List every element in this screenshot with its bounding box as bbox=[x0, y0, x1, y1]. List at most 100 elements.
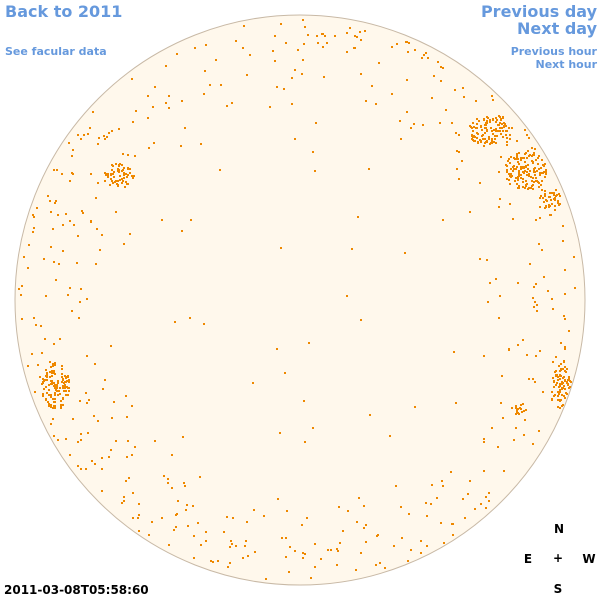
see-facular-data-link[interactable]: See facular data bbox=[5, 45, 107, 58]
facula-speck bbox=[557, 406, 559, 408]
facula-speck bbox=[491, 95, 493, 97]
facula-speck bbox=[304, 553, 306, 555]
facula-speck bbox=[560, 369, 562, 371]
facula-speck bbox=[518, 413, 520, 415]
facula-speck bbox=[517, 177, 519, 179]
facula-speck bbox=[515, 427, 517, 429]
facula-speck bbox=[67, 376, 69, 378]
facula-speck bbox=[525, 409, 527, 411]
facula-speck bbox=[456, 150, 458, 152]
facula-speck bbox=[365, 524, 367, 526]
facula-speck bbox=[533, 169, 535, 171]
facula-speck bbox=[502, 136, 504, 138]
facula-speck bbox=[486, 129, 488, 131]
facula-speck bbox=[148, 147, 150, 149]
facula-speck bbox=[518, 173, 520, 175]
facula-speck bbox=[365, 541, 367, 543]
facula-speck bbox=[495, 278, 497, 280]
facula-speck bbox=[518, 187, 520, 189]
facula-speck bbox=[488, 138, 490, 140]
facula-speck bbox=[113, 176, 115, 178]
facula-speck bbox=[194, 47, 196, 49]
facula-speck bbox=[544, 195, 546, 197]
facula-speck bbox=[559, 385, 561, 387]
facula-speck bbox=[283, 88, 285, 90]
next-hour-link[interactable]: Next hour bbox=[535, 58, 598, 71]
facula-speck bbox=[471, 138, 473, 140]
facula-speck bbox=[540, 184, 542, 186]
facula-speck bbox=[485, 124, 487, 126]
facula-speck bbox=[346, 32, 348, 34]
facula-speck bbox=[265, 578, 267, 580]
facula-speck bbox=[354, 35, 356, 37]
facula-speck bbox=[102, 388, 104, 390]
facula-speck bbox=[314, 543, 316, 545]
facula-speck bbox=[538, 168, 540, 170]
facula-speck bbox=[539, 174, 541, 176]
facula-speck bbox=[483, 438, 485, 440]
facula-speck bbox=[564, 348, 566, 350]
facula-speck bbox=[173, 529, 175, 531]
facula-speck bbox=[53, 405, 55, 407]
facula-speck bbox=[62, 385, 64, 387]
facula-speck bbox=[316, 35, 318, 37]
back-to-year-link[interactable]: Back to 2011 bbox=[5, 2, 123, 21]
facula-speck bbox=[131, 78, 133, 80]
facula-speck bbox=[71, 155, 73, 157]
facula-speck bbox=[518, 163, 520, 165]
facula-speck bbox=[531, 185, 533, 187]
facula-speck bbox=[54, 202, 56, 204]
facula-speck bbox=[62, 250, 64, 252]
facula-speck bbox=[479, 258, 481, 260]
facula-speck bbox=[451, 523, 453, 525]
facula-speck bbox=[522, 339, 524, 341]
facula-speck bbox=[515, 177, 517, 179]
facula-speck bbox=[509, 183, 511, 185]
facula-speck bbox=[168, 95, 170, 97]
facula-speck bbox=[56, 384, 58, 386]
facula-speck bbox=[566, 381, 568, 383]
facula-speck bbox=[61, 368, 63, 370]
facula-speck bbox=[95, 263, 97, 265]
facula-speck bbox=[513, 165, 515, 167]
facula-speck bbox=[33, 317, 35, 319]
facula-speck bbox=[524, 170, 526, 172]
facula-speck bbox=[154, 86, 156, 88]
facula-speck bbox=[458, 134, 460, 136]
facula-speck bbox=[85, 468, 87, 470]
facula-speck bbox=[494, 135, 496, 137]
facula-speck bbox=[408, 42, 410, 44]
facula-speck bbox=[564, 318, 566, 320]
facula-speck bbox=[501, 127, 503, 129]
facula-speck bbox=[61, 376, 63, 378]
facula-speck bbox=[190, 219, 192, 221]
facula-speck bbox=[526, 174, 528, 176]
facular-regions bbox=[18, 19, 576, 580]
previous-day-link[interactable]: Previous day bbox=[480, 2, 597, 21]
facula-speck bbox=[351, 248, 353, 250]
facula-speck bbox=[553, 386, 555, 388]
facula-speck bbox=[379, 562, 381, 564]
facula-speck bbox=[310, 577, 312, 579]
facula-speck bbox=[546, 200, 548, 202]
facula-speck bbox=[480, 503, 482, 505]
facula-speck bbox=[286, 510, 288, 512]
previous-hour-link[interactable]: Previous hour bbox=[510, 45, 597, 58]
facula-speck bbox=[497, 130, 499, 132]
facula-speck bbox=[563, 315, 565, 317]
facula-speck bbox=[559, 383, 561, 385]
facula-speck bbox=[342, 530, 344, 532]
facula-speck bbox=[57, 439, 59, 441]
facula-speck bbox=[472, 136, 474, 138]
facula-speck bbox=[521, 411, 523, 413]
facula-speck bbox=[530, 187, 532, 189]
facula-speck bbox=[501, 375, 503, 377]
facula-speck bbox=[53, 385, 55, 387]
facula-speck bbox=[127, 174, 129, 176]
facula-speck bbox=[53, 398, 55, 400]
facula-speck bbox=[484, 127, 486, 129]
facula-speck bbox=[33, 216, 35, 218]
next-day-link[interactable]: Next day bbox=[517, 19, 597, 38]
facula-speck bbox=[229, 546, 231, 548]
facula-speck bbox=[69, 287, 71, 289]
